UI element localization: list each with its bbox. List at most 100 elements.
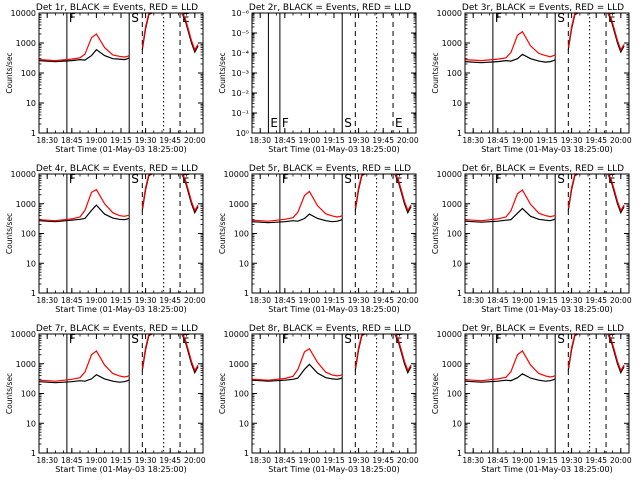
x-tick-label: 20:00 bbox=[397, 136, 419, 145]
x-tick-label: 19:15 bbox=[323, 296, 345, 305]
event-marker-label: E bbox=[182, 11, 190, 25]
series-line-events bbox=[607, 333, 625, 375]
x-tick-label: 19:00 bbox=[512, 136, 534, 145]
plot-frame bbox=[38, 333, 204, 454]
x-tick-label: 19:45 bbox=[585, 136, 607, 145]
y-tick-label: 1 bbox=[457, 129, 462, 138]
x-tick-label: 19:00 bbox=[299, 136, 321, 145]
y-tick-label: 100 bbox=[21, 69, 36, 78]
x-tick-label: 20:00 bbox=[610, 456, 632, 465]
series-line-lld bbox=[181, 173, 199, 212]
event-marker-label: S bbox=[131, 11, 139, 25]
series-line-lld bbox=[607, 12, 625, 52]
y-tick-label: 10000 bbox=[437, 9, 462, 18]
chart-panel-6: Det 6r, BLACK = Events, RED = LLD 1 10 100 1… bbox=[431, 164, 632, 314]
y-tick-label: 10⁰ bbox=[236, 129, 249, 138]
series-line-events bbox=[394, 333, 412, 375]
plot-frame bbox=[251, 173, 417, 294]
x-tick-label: 19:45 bbox=[585, 456, 607, 465]
x-axis-label: Start Time (01-May-03 18:25:00) bbox=[55, 145, 186, 154]
x-tick-label: 19:15 bbox=[110, 296, 132, 305]
series-line-lld bbox=[38, 188, 130, 222]
chart-title: Det 4r, BLACK = Events, RED = LLD bbox=[36, 164, 198, 174]
series-line-lld bbox=[181, 12, 199, 52]
y-tick-label: 10⁻⁴ bbox=[231, 49, 249, 58]
x-tick-label: 18:30 bbox=[462, 136, 484, 145]
y-tick-label: 100 bbox=[234, 390, 249, 399]
event-marker-label: F bbox=[69, 332, 76, 346]
event-marker-label: E bbox=[608, 172, 616, 186]
x-tick-label: 19:00 bbox=[86, 456, 108, 465]
x-tick-label: 19:45 bbox=[372, 296, 394, 305]
x-tick-label: 18:30 bbox=[36, 296, 58, 305]
y-tick-label: 1 bbox=[457, 449, 462, 458]
chart-panel-9: Det 9r, BLACK = Events, RED = LLD 1 10 100 1… bbox=[431, 324, 632, 474]
x-tick-label: 19:00 bbox=[299, 456, 321, 465]
y-tick-label: 1000 bbox=[16, 39, 36, 48]
plot-frame bbox=[38, 173, 204, 294]
series-line-lld bbox=[607, 173, 625, 212]
x-tick-label: 19:45 bbox=[159, 456, 181, 465]
event-marker-label: S bbox=[557, 332, 565, 346]
event-marker-label: S bbox=[557, 172, 565, 186]
series-line-events bbox=[181, 173, 199, 215]
plot-frame bbox=[464, 333, 630, 454]
y-tick-label: 1000 bbox=[442, 39, 462, 48]
event-marker-label: F bbox=[69, 172, 76, 186]
y-tick-label: 10000 bbox=[224, 170, 249, 179]
chart-title: Det 1r, BLACK = Events, RED = LLD bbox=[36, 3, 198, 13]
y-tick-label: 10 bbox=[26, 419, 36, 428]
event-marker-label: S bbox=[344, 332, 352, 346]
event-marker-label: F bbox=[495, 332, 502, 346]
y-tick-label: 1 bbox=[31, 449, 36, 458]
series-line-events bbox=[251, 213, 343, 224]
y-tick-label: 10 bbox=[239, 259, 249, 268]
chart-title: Det 2r, BLACK = Events, RED = LLD bbox=[249, 3, 411, 13]
x-axis-label: Start Time (01-May-03 18:25:00) bbox=[481, 465, 612, 474]
event-marker-label: F bbox=[495, 172, 502, 186]
event-marker-label: F bbox=[282, 332, 289, 346]
y-tick-label: 10000 bbox=[11, 170, 36, 179]
plot-frame bbox=[38, 12, 204, 134]
x-tick-label: 18:30 bbox=[249, 136, 271, 145]
event-marker-label: E bbox=[182, 332, 190, 346]
x-axis-label: Start Time (01-May-03 18:25:00) bbox=[55, 305, 186, 314]
chart-title: Det 7r, BLACK = Events, RED = LLD bbox=[36, 324, 198, 334]
x-tick-label: 19:15 bbox=[536, 136, 558, 145]
y-axis-label: Counts/sec bbox=[218, 373, 227, 414]
y-tick-label: 10 bbox=[452, 419, 462, 428]
series-line-events bbox=[38, 204, 130, 223]
series-line-lld bbox=[38, 33, 130, 62]
y-tick-label: 10⁻⁶ bbox=[231, 9, 249, 18]
x-tick-label: 19:45 bbox=[372, 456, 394, 465]
x-tick-label: 19:00 bbox=[512, 296, 534, 305]
x-tick-label: 18:45 bbox=[274, 296, 296, 305]
y-axis-label: Counts/sec bbox=[5, 373, 14, 414]
y-tick-label: 100 bbox=[447, 69, 462, 78]
y-tick-label: 10 bbox=[26, 99, 36, 108]
x-tick-label: 20:00 bbox=[184, 296, 206, 305]
y-axis-label: Counts/sec bbox=[431, 373, 440, 414]
series-line-lld bbox=[181, 333, 199, 372]
x-axis-label: Start Time (01-May-03 18:25:00) bbox=[55, 465, 186, 474]
y-axis-label: Counts/sec bbox=[431, 213, 440, 254]
series-line-events bbox=[464, 53, 556, 64]
x-tick-label: 20:00 bbox=[397, 456, 419, 465]
chart-panel-3: Det 3r, BLACK = Events, RED = LLD 1 10 100 1… bbox=[431, 3, 632, 154]
plot-frame bbox=[251, 12, 417, 134]
x-tick-label: 18:30 bbox=[36, 456, 58, 465]
series-line-lld bbox=[464, 189, 556, 222]
event-marker-label: E bbox=[270, 116, 278, 130]
x-tick-label: 19:30 bbox=[561, 136, 583, 145]
y-tick-label: 1000 bbox=[229, 200, 249, 209]
y-tick-label: 1000 bbox=[229, 360, 249, 369]
chart-panel-5: Det 5r, BLACK = Events, RED = LLD 1 10 100 1… bbox=[218, 164, 419, 314]
x-tick-label: 19:15 bbox=[536, 456, 558, 465]
y-tick-label: 1 bbox=[31, 129, 36, 138]
x-tick-label: 18:45 bbox=[274, 456, 296, 465]
x-tick-label: 19:45 bbox=[372, 136, 394, 145]
series-line-events bbox=[181, 12, 199, 54]
y-tick-label: 1000 bbox=[16, 200, 36, 209]
y-tick-label: 1 bbox=[31, 289, 36, 298]
